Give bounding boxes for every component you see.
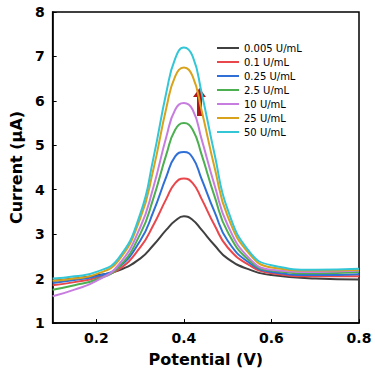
svg-text:0.005 U/mL: 0.005 U/mL [244, 43, 302, 54]
svg-text:6: 6 [35, 93, 45, 109]
svg-text:25 U/mL: 25 U/mL [244, 113, 286, 124]
svg-text:7: 7 [35, 48, 45, 64]
svg-text:50 U/mL: 50 U/mL [244, 127, 286, 138]
svg-text:5: 5 [35, 137, 45, 153]
svg-text:2: 2 [35, 271, 45, 287]
svg-text:10 U/mL: 10 U/mL [244, 99, 286, 110]
svg-text:0.8: 0.8 [347, 330, 372, 346]
svg-text:0.2: 0.2 [84, 330, 109, 346]
svg-text:0.25 U/mL: 0.25 U/mL [244, 71, 296, 82]
svg-text:3: 3 [35, 226, 45, 242]
svg-text:0.6: 0.6 [259, 330, 284, 346]
svg-text:4: 4 [35, 182, 45, 198]
svg-text:0.1 U/mL: 0.1 U/mL [244, 57, 290, 68]
svg-text:8: 8 [35, 4, 45, 20]
svg-text:Potential (V): Potential (V) [149, 350, 264, 369]
svg-text:0.4: 0.4 [172, 330, 197, 346]
svg-text:2.5 U/mL: 2.5 U/mL [244, 85, 290, 96]
svg-text:Current (μA): Current (μA) [7, 111, 26, 224]
svg-text:1: 1 [35, 315, 45, 331]
